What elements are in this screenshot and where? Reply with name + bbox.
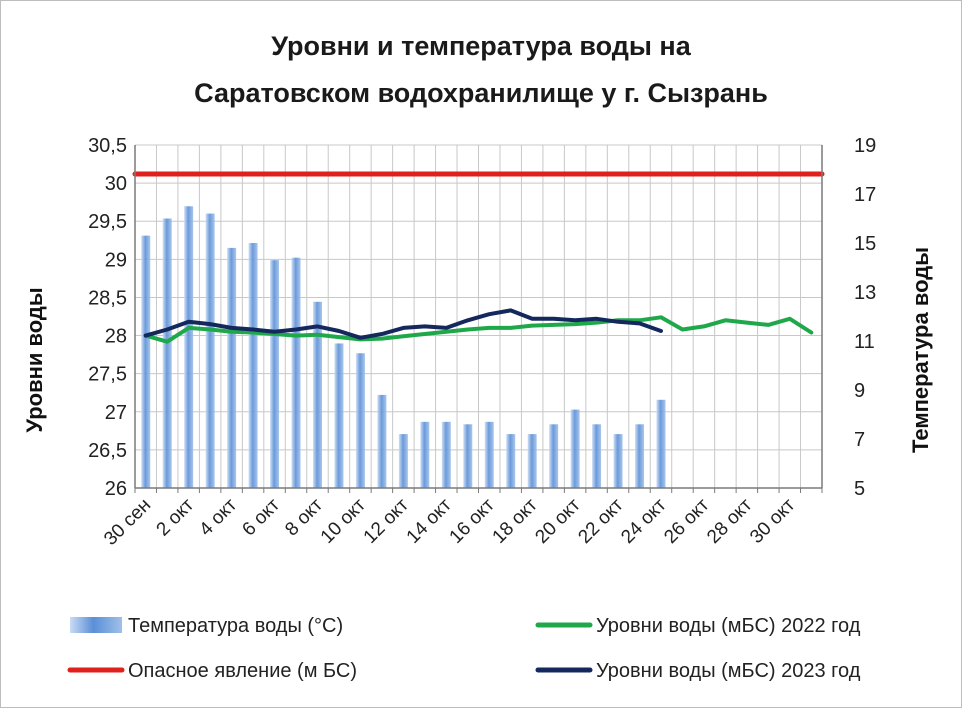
temperature-bar xyxy=(334,343,344,488)
legend-label: Опасное явление (м БС) xyxy=(128,660,357,682)
legend-label: Температура воды (°С) xyxy=(128,615,343,637)
legend-label: Уровни воды (мБС) 2022 год xyxy=(596,615,861,637)
temperature-bar xyxy=(205,213,215,488)
temperature-bar xyxy=(312,301,322,488)
temperature-bar xyxy=(506,434,516,488)
temperature-bar xyxy=(162,218,172,488)
y-left-tick-label: 28,5 xyxy=(88,287,127,309)
temperature-bar xyxy=(635,424,645,488)
legend-label: Уровни воды (мБС) 2023 год xyxy=(596,660,861,682)
level-lines xyxy=(132,171,825,344)
x-tick-label: 16 окт xyxy=(446,494,499,547)
temperature-bar xyxy=(377,394,387,488)
y-left-tick-label: 29 xyxy=(105,249,127,271)
temperature-bar xyxy=(141,235,151,488)
temperature-bar xyxy=(613,434,623,488)
y-left-tick-label: 30 xyxy=(105,173,127,195)
x-tick-label: 30 окт xyxy=(746,494,799,547)
y-right-tick-label: 7 xyxy=(854,429,865,451)
y-left-axis-title: Уровни воды xyxy=(22,287,47,432)
y-right-tick-label: 9 xyxy=(854,380,865,402)
chart-title-line-2: Саратовском водохранилище у г. Сызрань xyxy=(194,78,768,108)
temperature-bar xyxy=(592,424,602,488)
x-tick-label: 24 окт xyxy=(617,494,670,547)
x-tick-label: 12 окт xyxy=(360,494,413,547)
temperature-bar xyxy=(463,424,473,488)
temperature-bar xyxy=(248,243,258,488)
temperature-bar xyxy=(355,353,365,488)
temperature-bar xyxy=(527,434,537,488)
axes xyxy=(134,145,823,493)
temperature-bar xyxy=(270,260,280,488)
temperature-bar xyxy=(227,247,237,488)
x-tick-label: 4 окт xyxy=(195,494,241,540)
temperature-bar xyxy=(291,257,301,488)
y-left-tick-label: 26,5 xyxy=(88,440,127,462)
legend-swatch-bar xyxy=(70,617,122,633)
y-right-axis-title: Температура воды xyxy=(908,247,933,453)
series-line-3 xyxy=(143,308,663,340)
y-left-tick-label: 30,5 xyxy=(88,135,127,157)
series-line-2 xyxy=(143,315,814,344)
y-right-tick-label: 13 xyxy=(854,282,876,304)
y-right-tick-label: 11 xyxy=(854,331,875,353)
y-left-tick-label: 29,5 xyxy=(88,211,127,233)
right-axis-ticks: 19 17 15 13 11 9 7 5 xyxy=(854,135,876,500)
x-tick-label: 30 сен xyxy=(100,495,155,550)
x-tick-label: 28 окт xyxy=(703,494,756,547)
x-tick-label: 6 окт xyxy=(238,494,284,540)
temperature-bar xyxy=(398,434,408,488)
temperature-bar xyxy=(184,206,194,488)
x-tick-label: 10 окт xyxy=(317,494,370,547)
left-axis-ticks: 30,5 30 29,5 29 28,5 28 27,5 27 26,5 26 xyxy=(88,135,127,500)
y-left-tick-label: 28 xyxy=(105,326,127,348)
temperature-bar xyxy=(656,399,666,488)
x-tick-label: 18 окт xyxy=(489,494,542,547)
x-tick-label: 20 окт xyxy=(531,494,584,547)
y-left-tick-label: 26 xyxy=(105,478,127,500)
x-tick-label: 22 окт xyxy=(574,494,627,547)
x-tick-label: 2 окт xyxy=(152,494,198,540)
y-right-tick-label: 19 xyxy=(854,135,876,157)
y-right-tick-label: 17 xyxy=(854,184,876,206)
temperature-bars xyxy=(141,206,666,488)
x-tick-label: 26 окт xyxy=(660,494,713,547)
temperature-bar xyxy=(420,421,430,488)
y-left-tick-label: 27 xyxy=(105,402,127,424)
temperature-bar xyxy=(484,421,494,488)
y-right-tick-label: 5 xyxy=(854,478,865,500)
y-right-tick-label: 15 xyxy=(854,233,876,255)
temperature-bar xyxy=(549,424,559,488)
x-tick-label: 14 окт xyxy=(403,494,456,547)
y-left-tick-label: 27,5 xyxy=(88,364,127,386)
temperature-bar xyxy=(570,409,580,488)
legend: Температура воды (°С) Уровни воды (мБС) 2… xyxy=(67,615,861,682)
temperature-bar xyxy=(441,421,451,488)
chart-title-line-1: Уровни и температура воды на xyxy=(271,31,691,61)
